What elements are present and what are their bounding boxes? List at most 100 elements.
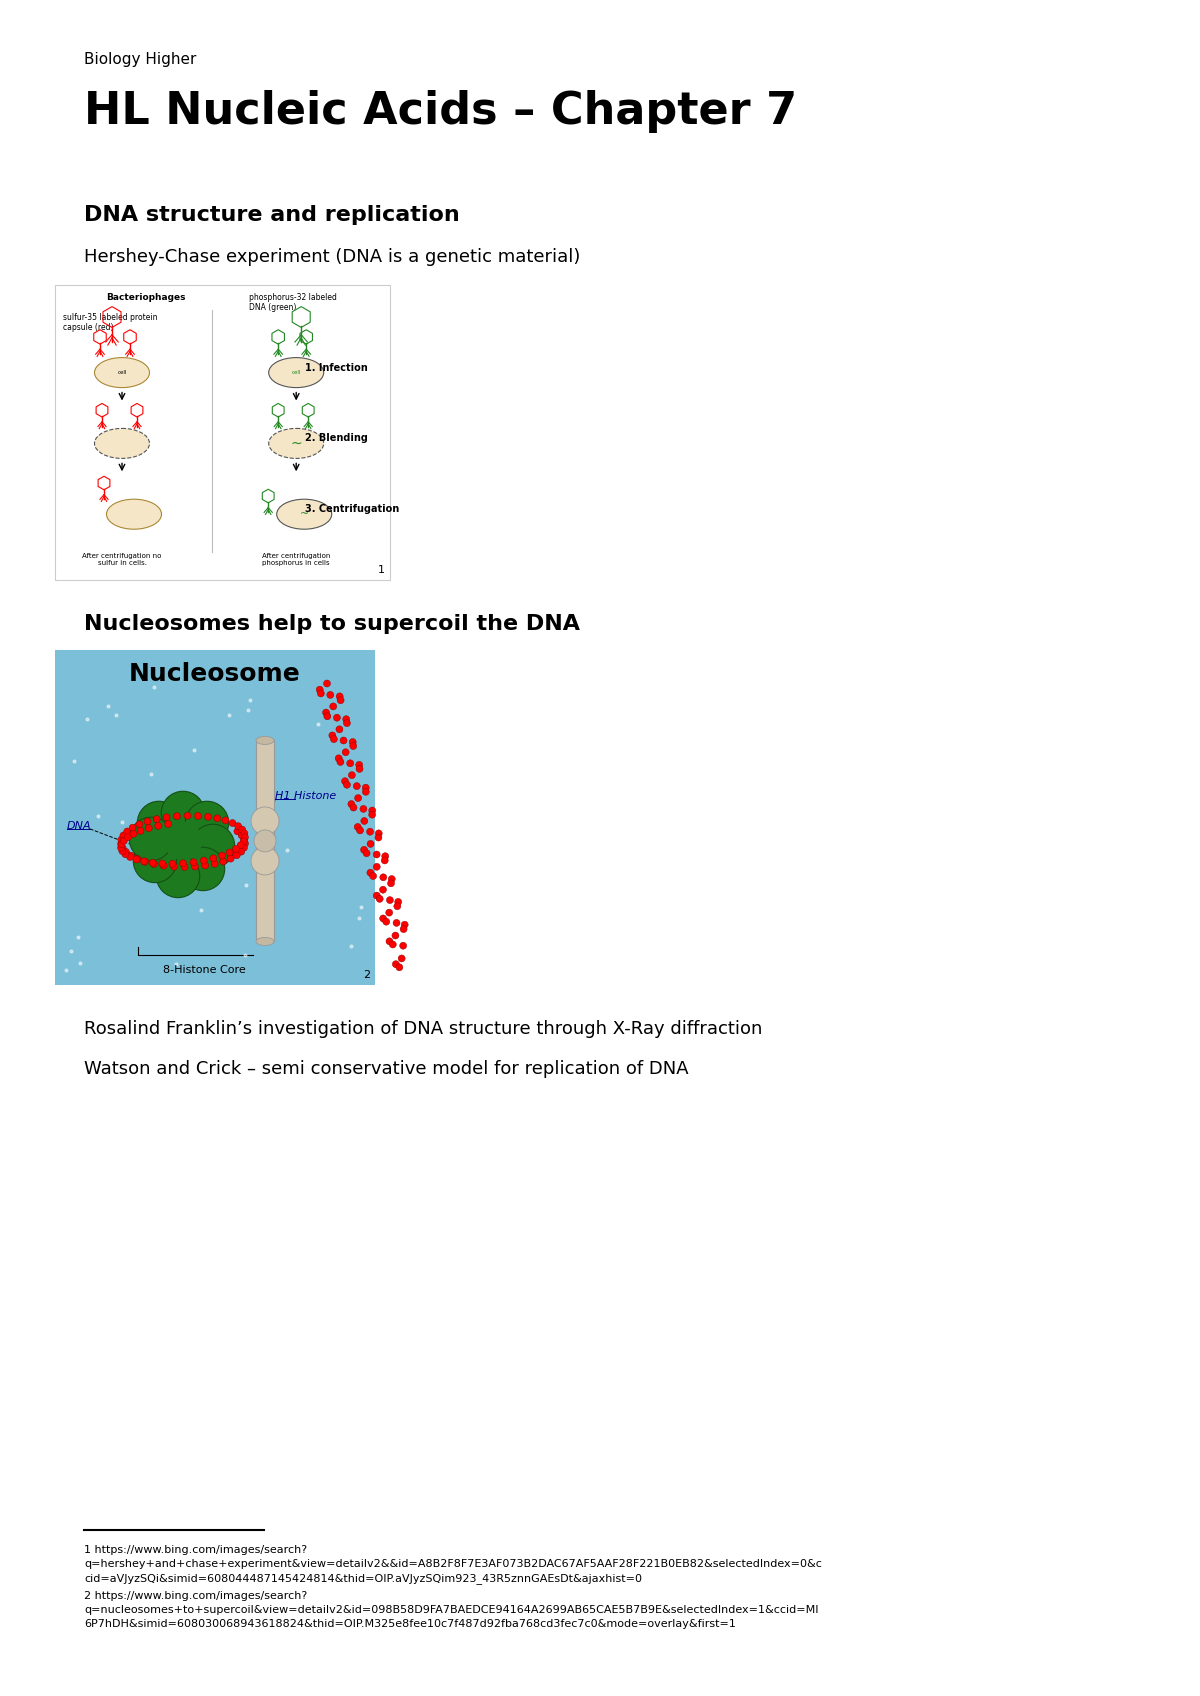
Circle shape — [373, 892, 380, 899]
Circle shape — [334, 714, 341, 721]
Circle shape — [366, 828, 373, 834]
Circle shape — [379, 887, 386, 894]
Circle shape — [324, 680, 330, 687]
Circle shape — [161, 792, 205, 834]
Circle shape — [118, 836, 125, 843]
Circle shape — [398, 955, 406, 962]
Circle shape — [118, 841, 125, 848]
Circle shape — [368, 811, 376, 817]
Circle shape — [386, 897, 394, 904]
Text: q=nucleosomes+to+supercoil&view=detailv2&id=098B58D9FA7BAEDCE94164A2699AB65CAE5B: q=nucleosomes+to+supercoil&view=detailv2… — [84, 1604, 818, 1615]
Circle shape — [233, 845, 240, 853]
Text: 1: 1 — [378, 565, 385, 575]
Circle shape — [220, 858, 227, 865]
Text: phosphorus-32 labeled
DNA (green): phosphorus-32 labeled DNA (green) — [250, 293, 337, 312]
Circle shape — [240, 838, 247, 845]
Circle shape — [394, 902, 401, 909]
Circle shape — [241, 836, 247, 843]
Text: Nucleosomes help to supercoil the DNA: Nucleosomes help to supercoil the DNA — [84, 614, 580, 634]
Text: cell: cell — [292, 370, 301, 375]
Ellipse shape — [277, 499, 331, 529]
Circle shape — [348, 772, 355, 778]
Circle shape — [251, 846, 278, 875]
Circle shape — [145, 824, 152, 831]
Circle shape — [401, 921, 408, 928]
Circle shape — [130, 831, 137, 838]
Circle shape — [164, 821, 172, 828]
Circle shape — [354, 824, 361, 831]
Circle shape — [211, 860, 218, 867]
Circle shape — [356, 828, 364, 834]
Ellipse shape — [95, 429, 150, 458]
Circle shape — [330, 736, 337, 743]
Circle shape — [119, 848, 126, 855]
Circle shape — [134, 855, 140, 862]
Text: 6P7hDH&simid=608030068943618824&thid=OIP.M325e8fee10c7f487d92fba768cd3fec7c0&mod: 6P7hDH&simid=608030068943618824&thid=OIP… — [84, 1620, 736, 1628]
Circle shape — [181, 863, 188, 870]
Circle shape — [227, 855, 234, 862]
Circle shape — [362, 789, 370, 795]
Circle shape — [122, 848, 130, 855]
Circle shape — [140, 858, 148, 865]
Circle shape — [361, 817, 368, 824]
Text: HL Nucleic Acids – Chapter 7: HL Nucleic Acids – Chapter 7 — [84, 90, 797, 132]
Circle shape — [226, 850, 233, 856]
Circle shape — [136, 821, 143, 828]
Circle shape — [174, 812, 180, 819]
Text: q=hershey+and+chase+experiment&view=detailv2&&id=A8B2F8F7E3AF073B2DAC67AF5AAF28F: q=hershey+and+chase+experiment&view=deta… — [84, 1559, 822, 1569]
Circle shape — [122, 851, 128, 858]
Ellipse shape — [269, 358, 324, 388]
Circle shape — [349, 738, 356, 746]
Circle shape — [400, 943, 407, 950]
Circle shape — [238, 841, 244, 848]
Circle shape — [137, 828, 144, 834]
Circle shape — [161, 862, 167, 868]
Circle shape — [118, 845, 125, 851]
Circle shape — [214, 814, 221, 823]
Circle shape — [395, 899, 402, 906]
Circle shape — [367, 841, 374, 848]
Circle shape — [234, 828, 241, 834]
Circle shape — [323, 709, 330, 716]
Circle shape — [137, 801, 181, 845]
Circle shape — [367, 868, 374, 877]
Circle shape — [222, 817, 229, 824]
Circle shape — [241, 840, 248, 846]
Text: ~: ~ — [290, 436, 302, 451]
Circle shape — [163, 821, 203, 860]
Circle shape — [119, 845, 126, 851]
Circle shape — [343, 716, 349, 722]
Circle shape — [385, 909, 392, 916]
Text: Watson and Crick – semi conservative model for replication of DNA: Watson and Crick – semi conservative mod… — [84, 1060, 689, 1079]
Circle shape — [210, 855, 217, 862]
Text: 2. Blending: 2. Blending — [305, 434, 368, 443]
Text: Hershey-Chase experiment (DNA is a genetic material): Hershey-Chase experiment (DNA is a genet… — [84, 248, 581, 266]
Text: 1. Infection: 1. Infection — [305, 363, 367, 373]
Circle shape — [394, 919, 400, 926]
Circle shape — [170, 863, 178, 870]
Circle shape — [154, 816, 160, 823]
Circle shape — [194, 812, 202, 819]
Circle shape — [240, 845, 247, 851]
Circle shape — [133, 856, 140, 863]
Circle shape — [362, 784, 370, 792]
Circle shape — [200, 856, 208, 863]
Circle shape — [190, 858, 197, 865]
Text: After centrifugation
phosphorus in cells: After centrifugation phosphorus in cells — [262, 553, 330, 566]
Text: Nucleosome: Nucleosome — [130, 661, 301, 685]
Circle shape — [373, 851, 380, 858]
Circle shape — [130, 817, 173, 860]
Circle shape — [184, 812, 191, 819]
Text: sulfur-35 labeled protein
capsule (red): sulfur-35 labeled protein capsule (red) — [64, 314, 157, 332]
Circle shape — [235, 823, 241, 829]
Circle shape — [142, 858, 149, 865]
Circle shape — [350, 804, 358, 811]
Circle shape — [156, 855, 199, 897]
Circle shape — [317, 687, 323, 694]
Circle shape — [392, 960, 400, 968]
Circle shape — [389, 941, 396, 948]
Circle shape — [370, 872, 377, 880]
Circle shape — [382, 853, 389, 860]
Circle shape — [364, 850, 370, 856]
Circle shape — [251, 807, 278, 834]
